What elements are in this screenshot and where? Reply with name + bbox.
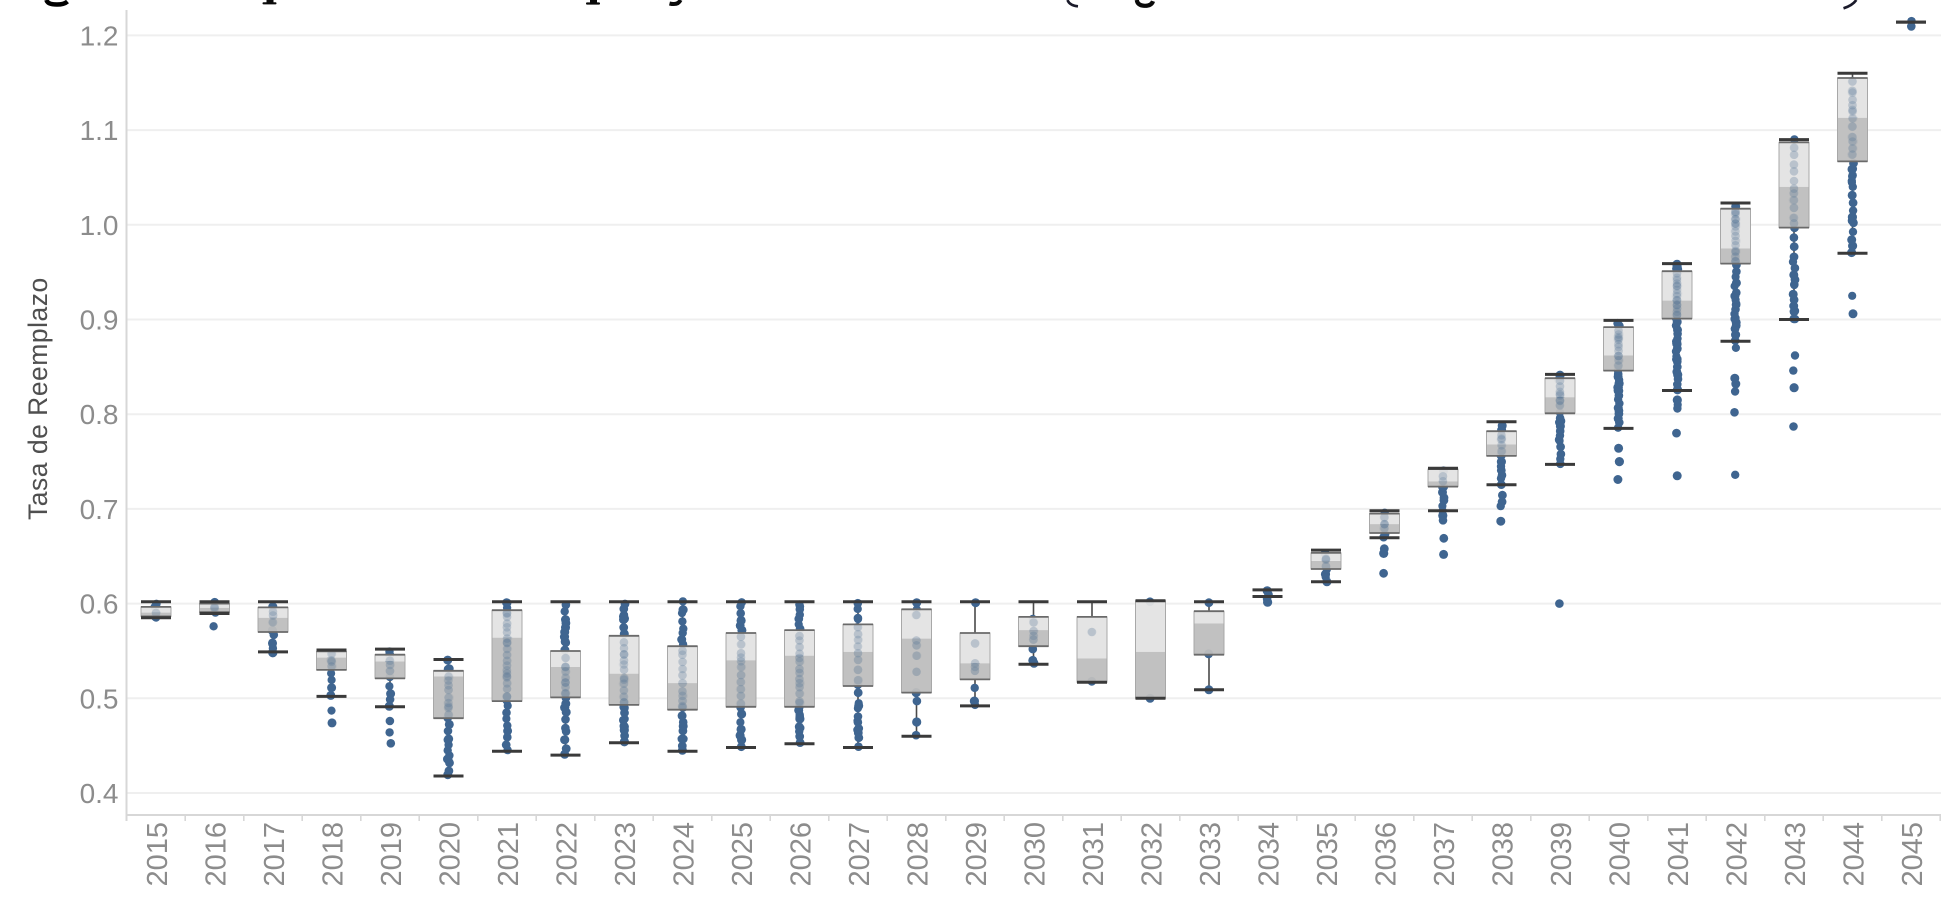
svg-text:0.9: 0.9: [80, 305, 119, 336]
svg-text:2030: 2030: [1020, 822, 1052, 887]
svg-text:2031: 2031: [1078, 822, 1110, 887]
svg-text:2033: 2033: [1195, 822, 1227, 887]
svg-text:0.5: 0.5: [80, 683, 119, 714]
svg-text:2018: 2018: [318, 822, 350, 887]
svg-text:2038: 2038: [1488, 822, 1520, 887]
svg-text:0.6: 0.6: [80, 589, 119, 620]
svg-text:2035: 2035: [1312, 822, 1344, 887]
svg-text:2015: 2015: [142, 822, 174, 887]
svg-text:2037: 2037: [1429, 822, 1461, 887]
svg-text:2029: 2029: [961, 822, 993, 887]
svg-text:2023: 2023: [610, 822, 642, 887]
svg-text:2017: 2017: [259, 822, 291, 887]
svg-text:2032: 2032: [1137, 822, 1169, 887]
svg-text:0.4: 0.4: [80, 778, 119, 809]
svg-text:2025: 2025: [727, 822, 759, 887]
svg-text:2034: 2034: [1254, 822, 1286, 887]
svg-text:2028: 2028: [903, 822, 935, 887]
svg-text:Tasa de Reemplazo: Tasa de Reemplazo: [23, 277, 53, 520]
svg-text:0.8: 0.8: [80, 399, 119, 430]
svg-text:2044: 2044: [1839, 822, 1871, 887]
svg-text:2016: 2016: [201, 822, 233, 887]
svg-text:2021: 2021: [493, 822, 525, 887]
svg-text:0.7: 0.7: [80, 494, 119, 525]
svg-text:2041: 2041: [1663, 822, 1695, 887]
svg-text:2043: 2043: [1780, 822, 1812, 887]
svg-text:2022: 2022: [552, 822, 584, 887]
svg-text:2036: 2036: [1371, 822, 1403, 887]
svg-text:2042: 2042: [1722, 822, 1754, 887]
svg-text:2019: 2019: [376, 822, 408, 887]
svg-text:2045: 2045: [1897, 822, 1929, 887]
svg-text:2039: 2039: [1546, 822, 1578, 887]
svg-text:2040: 2040: [1605, 822, 1637, 887]
svg-text:2020: 2020: [435, 822, 467, 887]
svg-text:2026: 2026: [786, 822, 818, 887]
svg-text:1.1: 1.1: [80, 115, 119, 146]
svg-text:2024: 2024: [669, 822, 701, 887]
svg-text:1.0: 1.0: [80, 210, 119, 241]
svg-text:1.2: 1.2: [80, 20, 119, 51]
svg-text:2027: 2027: [844, 822, 876, 887]
